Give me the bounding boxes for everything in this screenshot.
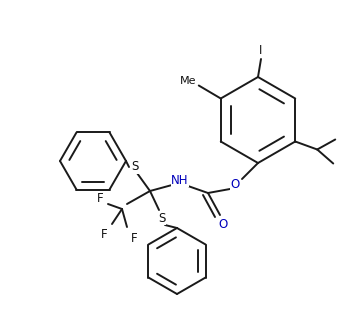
Text: S: S [131,160,139,173]
Text: NH: NH [171,173,189,186]
Text: Me: Me [179,75,196,86]
Text: O: O [230,178,240,191]
Text: S: S [158,211,166,224]
Text: O: O [218,217,228,230]
Text: I: I [259,44,263,57]
Text: F: F [97,191,103,204]
Text: F: F [131,231,137,244]
Text: F: F [101,228,107,241]
